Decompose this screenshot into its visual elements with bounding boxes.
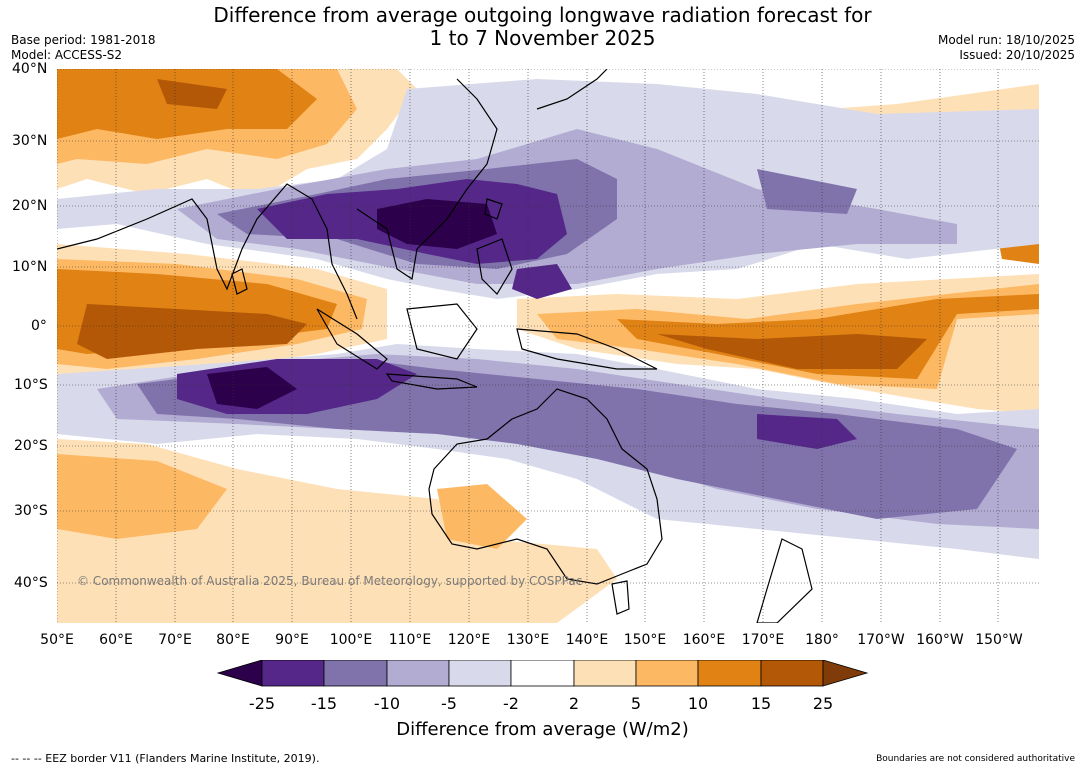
colorbar <box>216 660 869 687</box>
east-asia-coastline <box>356 78 498 281</box>
lon-label: 100°E <box>329 632 373 648</box>
lon-label: 170°W <box>857 632 905 648</box>
negative-anomaly-region <box>207 367 297 409</box>
boundaries-disclaimer: Boundaries are not considered authoritat… <box>876 754 1075 764</box>
australia-coastline <box>428 388 663 585</box>
tasmania-coastline <box>611 580 630 615</box>
colorbar-title: Difference from average (W/m2) <box>396 719 689 740</box>
lon-label: 150°W <box>975 632 1023 648</box>
lon-label: 90°E <box>275 632 309 648</box>
java-coastline <box>385 373 478 390</box>
colorbar-tick: -15 <box>310 694 338 713</box>
philippines-coastline <box>476 238 513 295</box>
lat-label: 10°S <box>14 377 48 393</box>
issued-date: Issued: 20/10/2025 <box>959 48 1075 62</box>
lat-label: 20°N <box>12 198 48 214</box>
negative-anomaly-region <box>757 169 857 214</box>
lon-label: 140°E <box>565 632 609 648</box>
colorbar-tick: 15 <box>750 694 772 713</box>
title-line-2: 1 to 7 November 2025 <box>429 26 656 50</box>
lon-label: 170°E <box>741 632 785 648</box>
colorbar-tick: 25 <box>812 694 834 713</box>
colorbar-tick: -25 <box>248 694 276 713</box>
colorbar-swatch <box>635 660 699 687</box>
negative-anomaly-region <box>757 414 857 449</box>
coastlines <box>57 69 813 623</box>
colorbar-left-arrow <box>216 660 263 687</box>
colorbar-tick: -5 <box>441 694 457 713</box>
colorbar-tick: 2 <box>568 694 580 713</box>
colorbar-swatch <box>261 660 325 687</box>
lon-label: 180° <box>805 632 839 648</box>
colorbar-swatch <box>573 660 637 687</box>
negative-anomaly-region <box>377 199 497 249</box>
graticule <box>57 69 1039 623</box>
positive-anomaly-region <box>657 334 927 369</box>
map-title: Difference from average outgoing longwav… <box>0 4 1085 50</box>
lat-label: 30°S <box>14 503 48 519</box>
colorbar-swatch <box>760 660 824 687</box>
lon-label: 110°E <box>388 632 432 648</box>
colorbar-swatch <box>448 660 512 687</box>
positive-anomaly-region <box>437 484 527 549</box>
japan-coastline <box>536 69 608 110</box>
base-period: Base period: 1981-2018 <box>11 33 156 47</box>
south-asia-coastline <box>57 183 358 320</box>
lon-label: 160°W <box>916 632 964 648</box>
positive-anomaly-region <box>77 304 307 359</box>
colorbar-swatch <box>697 660 762 687</box>
lon-label: 120°E <box>447 632 491 648</box>
borneo-coastline <box>406 303 478 360</box>
new-zealand-coastline <box>756 538 813 623</box>
lon-label: 60°E <box>99 632 133 648</box>
lon-label: 160°E <box>682 632 726 648</box>
title-line-1: Difference from average outgoing longwav… <box>213 3 872 27</box>
positive-anomaly-region <box>157 79 227 109</box>
sri-lanka-coastline <box>231 268 248 295</box>
meta-right: Model run: 18/10/2025 Issued: 20/10/2025 <box>938 33 1075 63</box>
negative-anomaly-region <box>512 264 572 299</box>
sumatra-coastline <box>316 308 388 370</box>
lat-label: 0° <box>31 318 47 334</box>
lon-label: 70°E <box>158 632 192 648</box>
lon-label: 80°E <box>216 632 250 648</box>
lon-label: 130°E <box>506 632 550 648</box>
lat-label: 20°S <box>14 438 48 454</box>
lat-label: 10°N <box>12 259 48 275</box>
model-name: Model: ACCESS-S2 <box>11 48 123 62</box>
lat-label: 40°N <box>12 61 48 77</box>
model-run: Model run: 18/10/2025 <box>937 33 1075 47</box>
colorbar-right-arrow <box>822 660 869 687</box>
colorbar-tick: 10 <box>687 694 709 713</box>
colorbar-tick: 5 <box>630 694 642 713</box>
colorbar-tick: -10 <box>373 694 401 713</box>
eez-border-note: -- -- -- EEZ border V11 (Flanders Marine… <box>11 752 320 765</box>
positive-anomaly-region <box>57 454 227 539</box>
anomaly-map <box>57 69 1039 623</box>
new-guinea-coastline <box>516 328 658 370</box>
lon-label: 50°E <box>40 632 74 648</box>
colorbar-swatch <box>323 660 388 687</box>
lon-label: 150°E <box>623 632 667 648</box>
anomaly-fields <box>57 69 1039 623</box>
colorbar-swatch <box>510 660 575 687</box>
copyright-notice: © Commonwealth of Australia 2025, Bureau… <box>77 574 583 588</box>
lat-label: 40°S <box>14 575 48 591</box>
meta-left: Base period: 1981-2018 Model: ACCESS-S2 <box>11 33 156 63</box>
colorbar-tick: -2 <box>503 694 519 713</box>
taiwan-coastline <box>484 198 503 220</box>
colorbar-swatch <box>386 660 450 687</box>
lat-label: 30°N <box>12 133 48 149</box>
